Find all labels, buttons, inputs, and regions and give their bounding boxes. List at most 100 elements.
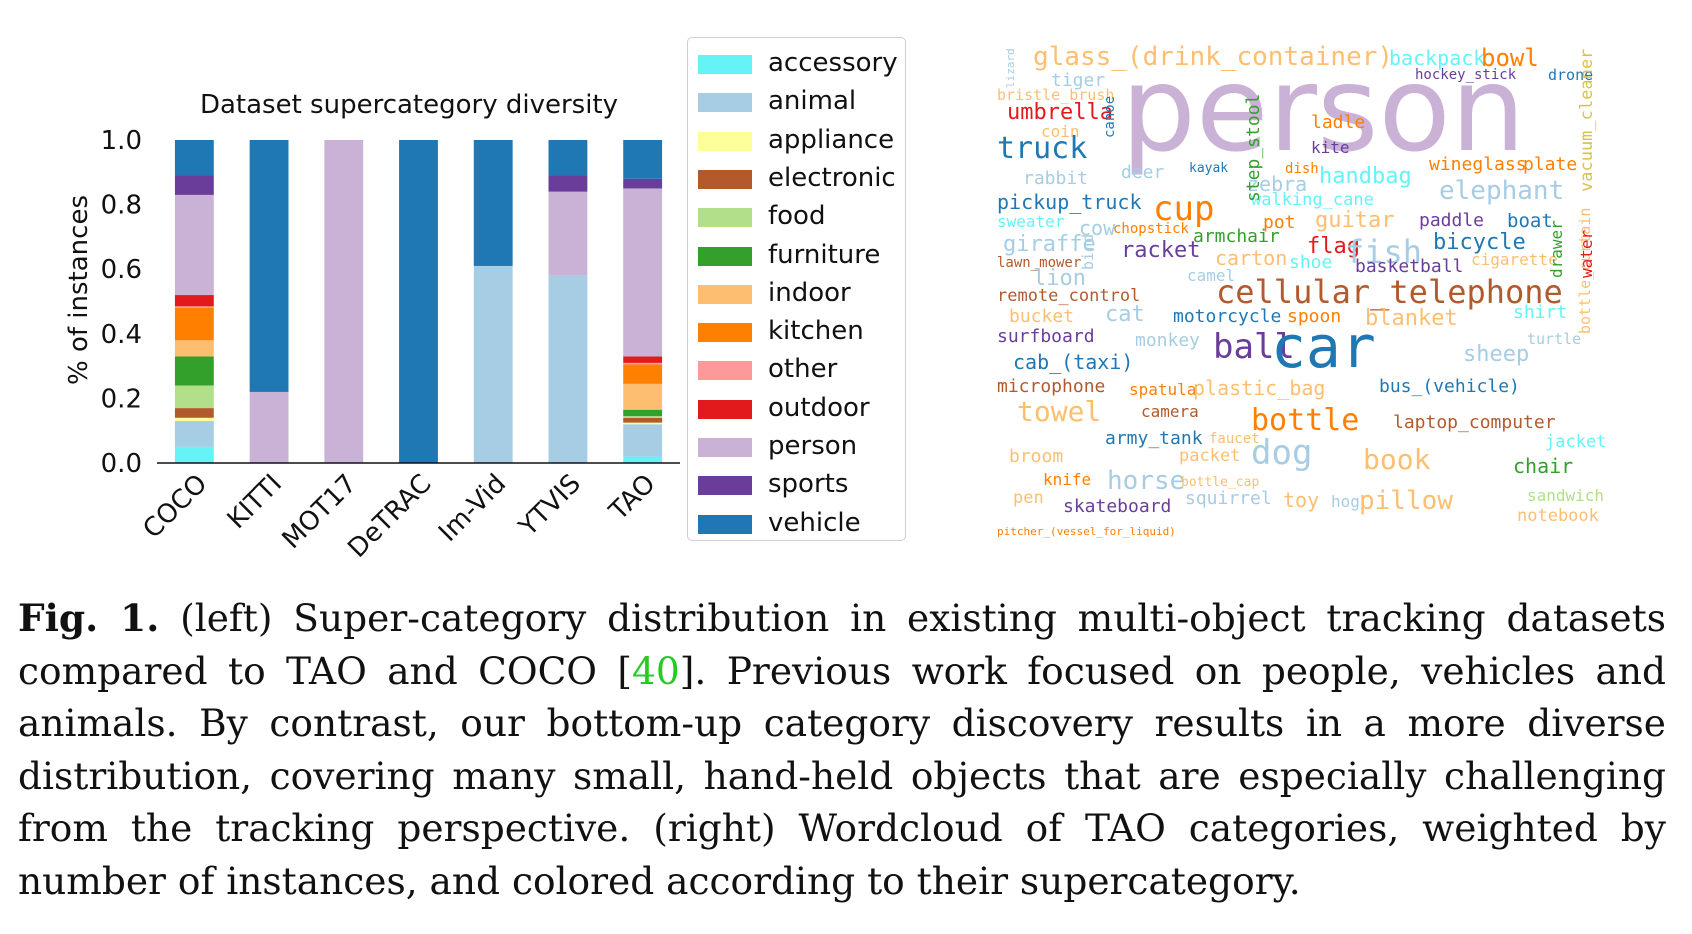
bar-coco-food xyxy=(174,385,214,409)
wordcloud-word: bristle_brush xyxy=(997,86,1115,104)
bar-tao-vehicle xyxy=(623,140,663,179)
bar-tao-kitchen xyxy=(623,364,663,384)
legend-swatch xyxy=(698,361,752,381)
legend-item-furniture: furniture xyxy=(688,236,905,274)
wordcloud-word: flag xyxy=(1307,234,1360,259)
wordcloud-word: pitcher_(vessel_for_liquid) xyxy=(997,525,1176,538)
bar-im-vid-animal xyxy=(473,265,513,463)
bar-kitti-person xyxy=(249,391,289,463)
legend-label: person xyxy=(768,431,858,461)
wordcloud-word: microphone xyxy=(997,376,1106,397)
wordcloud-word: book xyxy=(1363,443,1431,476)
wordcloud-word: bottle xyxy=(1251,403,1360,438)
bar-coco-indoor xyxy=(174,340,214,357)
wordcloud-word: bird xyxy=(1079,233,1097,270)
wordcloud-word: backpack xyxy=(1389,46,1486,70)
y-axis-label: % of instances xyxy=(64,195,94,385)
legend-swatch xyxy=(698,131,752,151)
wordcloud-word: vacuum_cleaner xyxy=(1577,48,1597,192)
wordcloud-word: plate xyxy=(1523,154,1578,175)
wordcloud-word: zebra xyxy=(1247,172,1308,196)
legend-label: kitchen xyxy=(768,316,864,347)
wordcloud-word: laptop_computer xyxy=(1393,412,1556,433)
bar-tao-accessory xyxy=(623,456,663,463)
legend-swatch xyxy=(698,438,752,457)
wordcloud-word: squirrel xyxy=(1185,488,1272,509)
legend-swatch xyxy=(698,208,752,228)
wordcloud-word: sweater xyxy=(997,212,1065,231)
legend-label: indoor xyxy=(768,277,851,308)
caption-text-part-1: (left) Super-category distribution in ex… xyxy=(18,596,1667,693)
wordcloud-word: bottle_cap xyxy=(1181,475,1260,490)
wordcloud-word: glass_(drink_container) xyxy=(1033,42,1394,72)
wordcloud-word: turtle xyxy=(1527,330,1582,348)
wordcloud-word: cup xyxy=(1153,189,1215,229)
legend-item-accessory: accessory xyxy=(688,44,905,82)
legend-label: animal xyxy=(768,86,857,117)
wordcloud-word: cellular_telephone xyxy=(1216,273,1563,311)
bar-coco-appliance xyxy=(174,417,214,422)
legend-swatch xyxy=(698,169,752,189)
wordcloud-word: dog xyxy=(1251,433,1313,473)
wordcloud-word: pillow xyxy=(1359,486,1453,516)
legend-label: sports xyxy=(768,469,849,500)
bar-tao-food xyxy=(623,416,663,418)
wordcloud-word: skateboard xyxy=(1063,496,1172,517)
wordcloud-word: tiger xyxy=(1051,70,1106,91)
x-tick-label: KITTI xyxy=(222,469,288,535)
legend-item-animal: animal xyxy=(688,82,905,120)
wordcloud-word: deer xyxy=(1121,162,1165,183)
wordcloud-word: racket xyxy=(1121,238,1201,263)
x-tick-label: TAO xyxy=(603,469,661,527)
bar-mot17-person xyxy=(324,140,364,463)
bar-coco-accessory xyxy=(174,446,214,463)
citation-link[interactable]: 40 xyxy=(632,648,680,693)
wordcloud-word: cat xyxy=(1105,302,1145,327)
wordcloud-word: chopstick xyxy=(1113,221,1189,237)
bar-coco-furniture xyxy=(174,356,214,386)
wordcloud-word: chair xyxy=(1513,454,1574,478)
bar-tao-indoor xyxy=(623,383,663,410)
wordcloud-word: camel xyxy=(1187,266,1236,285)
wordcloud-word: bus_(vehicle) xyxy=(1379,376,1520,397)
y-tick-label: 1.0 xyxy=(101,126,142,156)
legend-swatch xyxy=(698,476,752,496)
bar-im-vid-vehicle xyxy=(473,140,513,266)
wordcloud-word: boat xyxy=(1507,210,1553,232)
bar-coco-other xyxy=(174,306,214,308)
bar-ytvis-vehicle xyxy=(548,140,588,176)
bar-tao-electronic xyxy=(623,417,663,423)
wordcloud-word: notebook xyxy=(1517,506,1599,526)
bar-tao-outdoor xyxy=(623,356,663,363)
legend-swatch xyxy=(698,284,752,304)
wordcloud-word: paddle xyxy=(1419,210,1485,231)
wordcloud-word: hog xyxy=(1331,492,1360,511)
wordcloud-word: dish xyxy=(1285,161,1319,177)
legend-label: appliance xyxy=(768,124,895,155)
wordcloud-word: bicycle xyxy=(1433,230,1526,255)
wordcloud-word: kayak xyxy=(1189,161,1229,176)
wordcloud-word: camera xyxy=(1141,402,1199,421)
wordcloud-word: basketball xyxy=(1355,256,1464,277)
bar-coco-outdoor xyxy=(174,295,214,307)
wordcloud-word: monkey xyxy=(1135,330,1201,351)
bar-coco-kitchen xyxy=(174,307,214,341)
legend-label: outdoor xyxy=(768,392,870,423)
y-tick-label: 0.6 xyxy=(101,255,142,285)
wordcloud-word: drawer xyxy=(1547,220,1566,278)
wordcloud-word: giraffe xyxy=(1003,232,1096,257)
wordcloud-word: car xyxy=(1271,313,1376,381)
wordcloud-word: motorcycle xyxy=(1173,306,1282,327)
wordcloud-word: pickup_truck xyxy=(997,190,1142,214)
figure-1: Dataset supercategory diversity % of ins… xyxy=(64,37,1607,564)
legend-item-outdoor: outdoor xyxy=(688,389,905,427)
figure-caption: Fig. 1. (left) Super-category distributi… xyxy=(18,592,1666,907)
wordcloud-word: lion xyxy=(1033,266,1086,291)
legend-label: accessory xyxy=(768,48,898,78)
x-tick-label: COCO xyxy=(137,469,213,545)
wordcloud-word: cow xyxy=(1079,216,1116,240)
wordcloud-word: remote_control xyxy=(997,286,1141,306)
wordcloud-word: wineglass xyxy=(1429,154,1527,175)
x-tick-label: YTVIS xyxy=(513,469,587,543)
legend-item-food: food xyxy=(688,197,905,235)
